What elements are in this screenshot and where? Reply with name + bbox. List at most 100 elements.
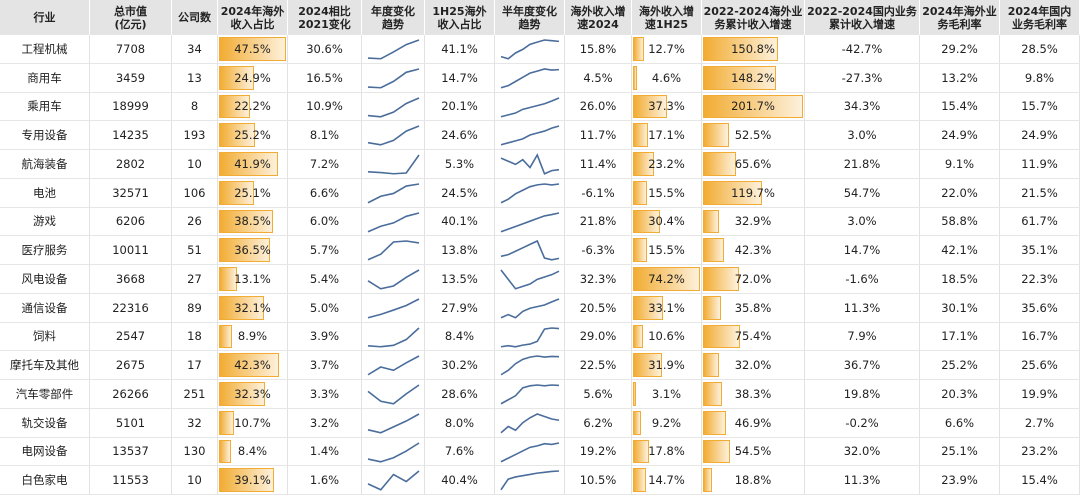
table-cell: 25.1% [920, 437, 1000, 467]
trend-line [367, 470, 420, 491]
cell-text: 15.4% [1021, 473, 1058, 488]
table-cell: 乘用车 [0, 92, 90, 122]
sparkline [367, 240, 420, 261]
table-cell: 35.6% [1000, 293, 1080, 323]
table-cell: 13.8% [425, 236, 495, 265]
table-cell: -6.1% [565, 178, 632, 208]
trend-line [500, 269, 560, 290]
cell-text: 24.9% [941, 128, 978, 143]
data-bar [633, 209, 661, 234]
cell-text: 6.0% [309, 214, 340, 229]
cell-text: 专用设备 [21, 128, 68, 143]
table-cell: 32.9% [702, 207, 805, 237]
cell-text: 148.2% [731, 70, 775, 85]
table-cell: 6.6% [288, 178, 362, 208]
table-cell: 15.4% [920, 92, 1000, 122]
table-cell: 10 [172, 150, 218, 179]
table-cell: 9.1% [920, 150, 1000, 179]
cell-text: 46.9% [734, 415, 772, 430]
table-cell: 12.7% [632, 35, 702, 64]
table-cell: 17.8% [632, 437, 702, 467]
column-header: 海外收入增 速2024 [565, 0, 632, 35]
table-cell [362, 178, 425, 208]
cell-text: 5.7% [309, 243, 340, 258]
table-cell: 17.1% [632, 121, 702, 150]
sparkline [500, 412, 560, 434]
cell-text: 34 [187, 41, 202, 56]
table-cell: 106 [172, 178, 218, 208]
table-cell: 28.6% [425, 380, 495, 409]
table-cell: 汽车零部件 [0, 380, 90, 409]
cell-text: 32.9% [734, 214, 772, 229]
cell-text: 251 [183, 386, 206, 401]
cell-text: 25.6% [1021, 358, 1058, 373]
cell-text: 26.0% [579, 99, 617, 114]
table-cell: 8.4% [425, 322, 495, 352]
cell-text: 11.3% [843, 300, 881, 315]
table-cell [495, 351, 565, 380]
table-cell: 2547 [90, 322, 172, 352]
cell-text: 21.8% [579, 214, 617, 229]
cell-text: 201.7% [731, 99, 775, 114]
table-cell: 10.5% [565, 466, 632, 495]
cell-text: 3.0% [847, 128, 877, 143]
table-cell: 15.7% [1000, 92, 1080, 122]
table-cell [495, 121, 565, 150]
table-cell: -0.2% [805, 408, 920, 438]
data-bar [633, 410, 642, 435]
cell-text: 58.8% [941, 214, 978, 229]
table-cell: 11553 [90, 466, 172, 495]
table-cell: 18 [172, 322, 218, 352]
table-cell: 42.3% [218, 351, 288, 380]
column-header: 2022-2024国内业务 累计收入增速 [805, 0, 920, 35]
cell-text: 23.2% [648, 156, 685, 171]
table-cell: 14.7% [805, 236, 920, 265]
table-cell: 35.8% [702, 293, 805, 323]
cell-text: 5.6% [583, 386, 613, 401]
table-cell [362, 35, 425, 64]
table-cell: 32.3% [218, 380, 288, 409]
cell-text: 6.2% [583, 415, 613, 430]
trend-line [367, 39, 420, 60]
cell-text: 15.5% [648, 185, 685, 200]
table-cell [362, 150, 425, 179]
data-bar [703, 123, 730, 147]
table-cell: -27.3% [805, 63, 920, 93]
table-cell: 3668 [90, 265, 172, 294]
cell-text: 29.2% [941, 41, 978, 56]
table-cell: 20.5% [565, 293, 632, 323]
data-bar [219, 209, 274, 234]
table-cell: 51 [172, 236, 218, 265]
trend-line [367, 96, 420, 118]
cell-text: 18.5% [941, 271, 978, 286]
cell-text: -0.2% [845, 415, 879, 430]
sparkline [367, 154, 420, 175]
sparkline [500, 125, 560, 146]
table-cell: 8.0% [425, 408, 495, 438]
cell-text: 9.8% [1024, 70, 1055, 85]
data-bar [633, 324, 643, 349]
data-bar [703, 238, 724, 262]
table-cell: 38.3% [702, 380, 805, 409]
table-cell: 40.4% [425, 466, 495, 495]
trend-line [367, 384, 420, 405]
column-header: 2024年国内 业务毛利率 [1000, 0, 1080, 35]
cell-text: 17.8% [648, 444, 685, 459]
table-cell [362, 236, 425, 265]
table-cell: 工程机械 [0, 35, 90, 64]
trend-line [500, 153, 560, 175]
sparkline [367, 269, 420, 290]
table-cell: 8.4% [218, 437, 288, 467]
sparkline [500, 153, 560, 175]
data-bar [219, 94, 251, 119]
table-cell: 8.1% [288, 121, 362, 150]
cell-text: 61.7% [1021, 214, 1058, 229]
trend-line [500, 240, 560, 261]
data-bar [219, 468, 275, 492]
table-cell [495, 207, 565, 237]
cell-text: 27.9% [441, 300, 478, 315]
table-cell: 38.5% [218, 207, 288, 237]
cell-text: 7.6% [444, 444, 475, 459]
sparkline [500, 269, 560, 290]
table-cell: 40.1% [425, 207, 495, 237]
